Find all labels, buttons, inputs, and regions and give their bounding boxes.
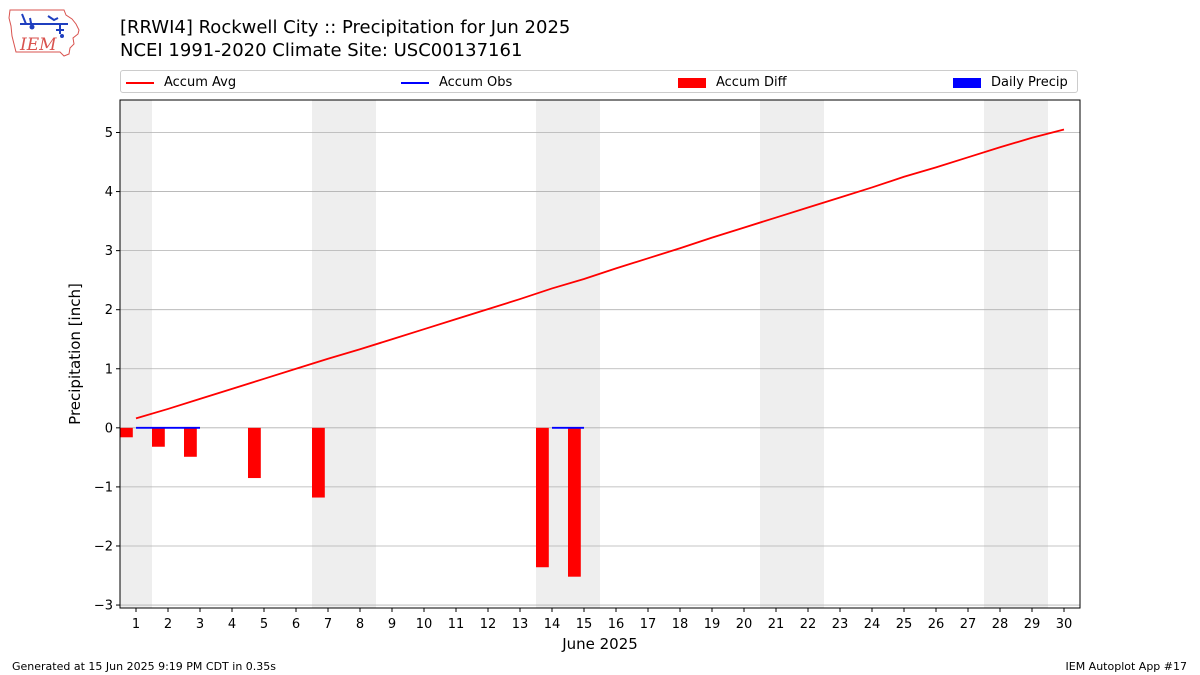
x-tick-label-29: 29 bbox=[1024, 617, 1041, 632]
weekend-band-day-21 bbox=[760, 100, 792, 608]
x-tick-label-22: 22 bbox=[800, 617, 817, 632]
accum-diff-bar-day-5 bbox=[248, 427, 261, 479]
iowa-state-outline-icon bbox=[8, 9, 80, 57]
accum-avg-line-segment-0 bbox=[135, 128, 1065, 420]
x-tick-label-17: 17 bbox=[640, 617, 657, 632]
y-tick-label--3: −3 bbox=[94, 599, 113, 614]
x-tick-label-3: 3 bbox=[196, 617, 204, 632]
x-tick-label-21: 21 bbox=[768, 617, 785, 632]
y-tick-label-5: 5 bbox=[105, 126, 113, 141]
x-tick-label-14: 14 bbox=[544, 617, 561, 632]
iem-logo: IEM bbox=[8, 9, 80, 57]
x-tick-label-11: 11 bbox=[448, 617, 465, 632]
x-tick-label-27: 27 bbox=[960, 617, 977, 632]
accum-diff-bar-day-1 bbox=[120, 427, 133, 438]
x-tick-label-26: 26 bbox=[928, 617, 945, 632]
legend-item-accum-obs: Accum Obs bbox=[401, 74, 512, 91]
legend-label-accum-avg: Accum Avg bbox=[164, 75, 237, 90]
y-tick-label-4: 4 bbox=[105, 185, 113, 200]
accum-diff-bar-day-15 bbox=[568, 427, 581, 577]
weekend-band-day-1 bbox=[120, 100, 152, 608]
x-tick-label-8: 8 bbox=[356, 617, 364, 632]
app-credit: IEM Autoplot App #17 bbox=[1065, 660, 1188, 673]
y-tick-label--1: −1 bbox=[94, 480, 113, 495]
x-tick-label-25: 25 bbox=[896, 617, 913, 632]
x-tick-label-20: 20 bbox=[736, 617, 753, 632]
legend-swatch-accum-diff bbox=[678, 77, 706, 88]
legend-label-accum-obs: Accum Obs bbox=[439, 75, 513, 90]
weekend-band-day-7 bbox=[312, 100, 344, 608]
x-tick-label-30: 30 bbox=[1056, 617, 1073, 632]
x-tick-label-12: 12 bbox=[480, 617, 497, 632]
y-tick-label-2: 2 bbox=[105, 303, 113, 318]
x-tick-label-16: 16 bbox=[608, 617, 625, 632]
y-axis-label: Precipitation [inch] bbox=[66, 283, 84, 425]
weekend-band-day-22 bbox=[792, 100, 824, 608]
weekend-band-day-8 bbox=[344, 100, 376, 608]
x-tick-label-13: 13 bbox=[512, 617, 529, 632]
y-tick-label-3: 3 bbox=[105, 244, 113, 259]
x-tick-label-15: 15 bbox=[576, 617, 593, 632]
legend-swatch-accum-avg bbox=[126, 81, 154, 84]
chart-title-line-2: NCEI 1991-2020 Climate Site: USC00137161 bbox=[120, 40, 523, 61]
accum-diff-bar-day-2 bbox=[152, 427, 165, 447]
legend-label-accum-diff: Accum Diff bbox=[716, 75, 787, 90]
chart-title-line-1: [RRWI4] Rockwell City :: Precipitation f… bbox=[120, 17, 571, 38]
logo-text: IEM bbox=[19, 35, 57, 55]
accum-diff-bar-day-7 bbox=[312, 427, 325, 498]
weekend-band-day-29 bbox=[1016, 100, 1048, 608]
x-tick-label-1: 1 bbox=[132, 617, 140, 632]
y-tick-label-1: 1 bbox=[105, 362, 113, 377]
y-tick-label-0: 0 bbox=[105, 421, 113, 436]
x-tick-label-18: 18 bbox=[672, 617, 689, 632]
chart-legend: Accum Avg Accum Obs Accum Diff Daily Pre… bbox=[120, 70, 1078, 93]
x-tick-label-2: 2 bbox=[164, 617, 172, 632]
y-tick-label--2: −2 bbox=[94, 539, 113, 554]
x-tick-label-5: 5 bbox=[260, 617, 268, 632]
accum-diff-bar-day-14 bbox=[536, 427, 549, 568]
x-tick-label-9: 9 bbox=[388, 617, 396, 632]
x-tick-label-23: 23 bbox=[832, 617, 849, 632]
x-tick-label-4: 4 bbox=[228, 617, 236, 632]
x-tick-label-28: 28 bbox=[992, 617, 1009, 632]
x-tick-label-19: 19 bbox=[704, 617, 721, 632]
x-tick-label-6: 6 bbox=[292, 617, 300, 632]
legend-swatch-accum-obs bbox=[401, 81, 429, 84]
legend-item-daily-precip: Daily Precip bbox=[953, 74, 1068, 91]
weather-station-icon bbox=[20, 13, 68, 34]
x-tick-label-10: 10 bbox=[416, 617, 433, 632]
legend-swatch-daily-precip bbox=[953, 77, 981, 88]
weekend-band-day-28 bbox=[984, 100, 1016, 608]
x-axis-label: June 2025 bbox=[561, 635, 638, 653]
generated-timestamp: Generated at 15 Jun 2025 9:19 PM CDT in … bbox=[12, 660, 277, 673]
legend-item-accum-diff: Accum Diff bbox=[678, 74, 787, 91]
accum-diff-bar-day-3 bbox=[184, 427, 197, 457]
x-tick-label-7: 7 bbox=[324, 617, 332, 632]
x-tick-label-24: 24 bbox=[864, 617, 881, 632]
legend-label-daily-precip: Daily Precip bbox=[991, 75, 1068, 90]
plot-frame bbox=[119, 99, 1081, 609]
legend-item-accum-avg: Accum Avg bbox=[126, 74, 236, 91]
